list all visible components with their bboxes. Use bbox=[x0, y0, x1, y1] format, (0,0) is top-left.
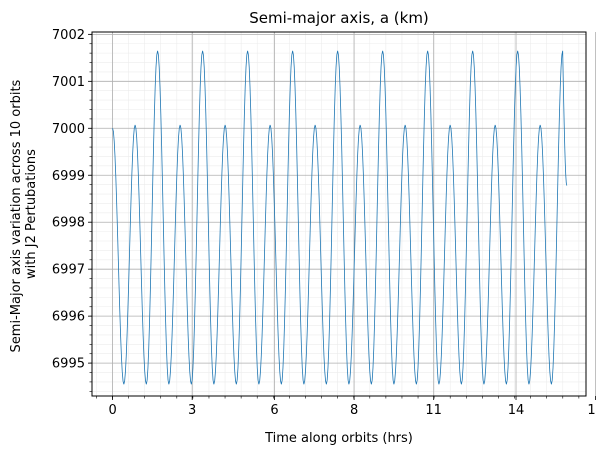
x-tick-label: 14 bbox=[508, 403, 525, 418]
x-tick-label: 11 bbox=[425, 403, 442, 418]
y-axis-label: Semi-Major axis variation across 10 orbi… bbox=[9, 76, 39, 353]
x-axis-label: Time along orbits (hrs) bbox=[264, 431, 413, 446]
x-tick-label: 8 bbox=[350, 403, 358, 418]
y-axis-label-line-1: Semi-Major axis variation across 10 orbi… bbox=[9, 79, 24, 352]
y-axis-ticks: 6995 6996 6997 6998 6999 7000 7001 7002 bbox=[52, 28, 92, 392]
y-tick-label: 6997 bbox=[52, 263, 85, 278]
x-tick-label: 17 bbox=[587, 403, 596, 418]
y-tick-label: 6996 bbox=[52, 310, 85, 325]
plot-frame bbox=[91, 31, 587, 397]
y-axis-label-line-2: with J2 Pertubations bbox=[24, 149, 39, 279]
x-tick-label: 3 bbox=[188, 403, 196, 418]
y-tick-label: 6998 bbox=[52, 216, 85, 231]
x-tick-label: 6 bbox=[270, 403, 278, 418]
y-tick-label: 7001 bbox=[52, 75, 85, 90]
y-tick-label: 7002 bbox=[52, 28, 85, 43]
y-tick-label: 7000 bbox=[52, 122, 85, 137]
x-axis-ticks: 0 3 6 8 11 14 17 bbox=[96, 396, 596, 418]
x-tick-label: 0 bbox=[108, 403, 116, 418]
chart-title: Semi-major axis, a (km) bbox=[249, 9, 429, 27]
y-tick-label: 6999 bbox=[52, 169, 85, 184]
series-line bbox=[112, 50, 568, 385]
series-group bbox=[112, 50, 568, 385]
y-tick-label: 6995 bbox=[52, 357, 85, 372]
minor-grid bbox=[92, 32, 586, 396]
